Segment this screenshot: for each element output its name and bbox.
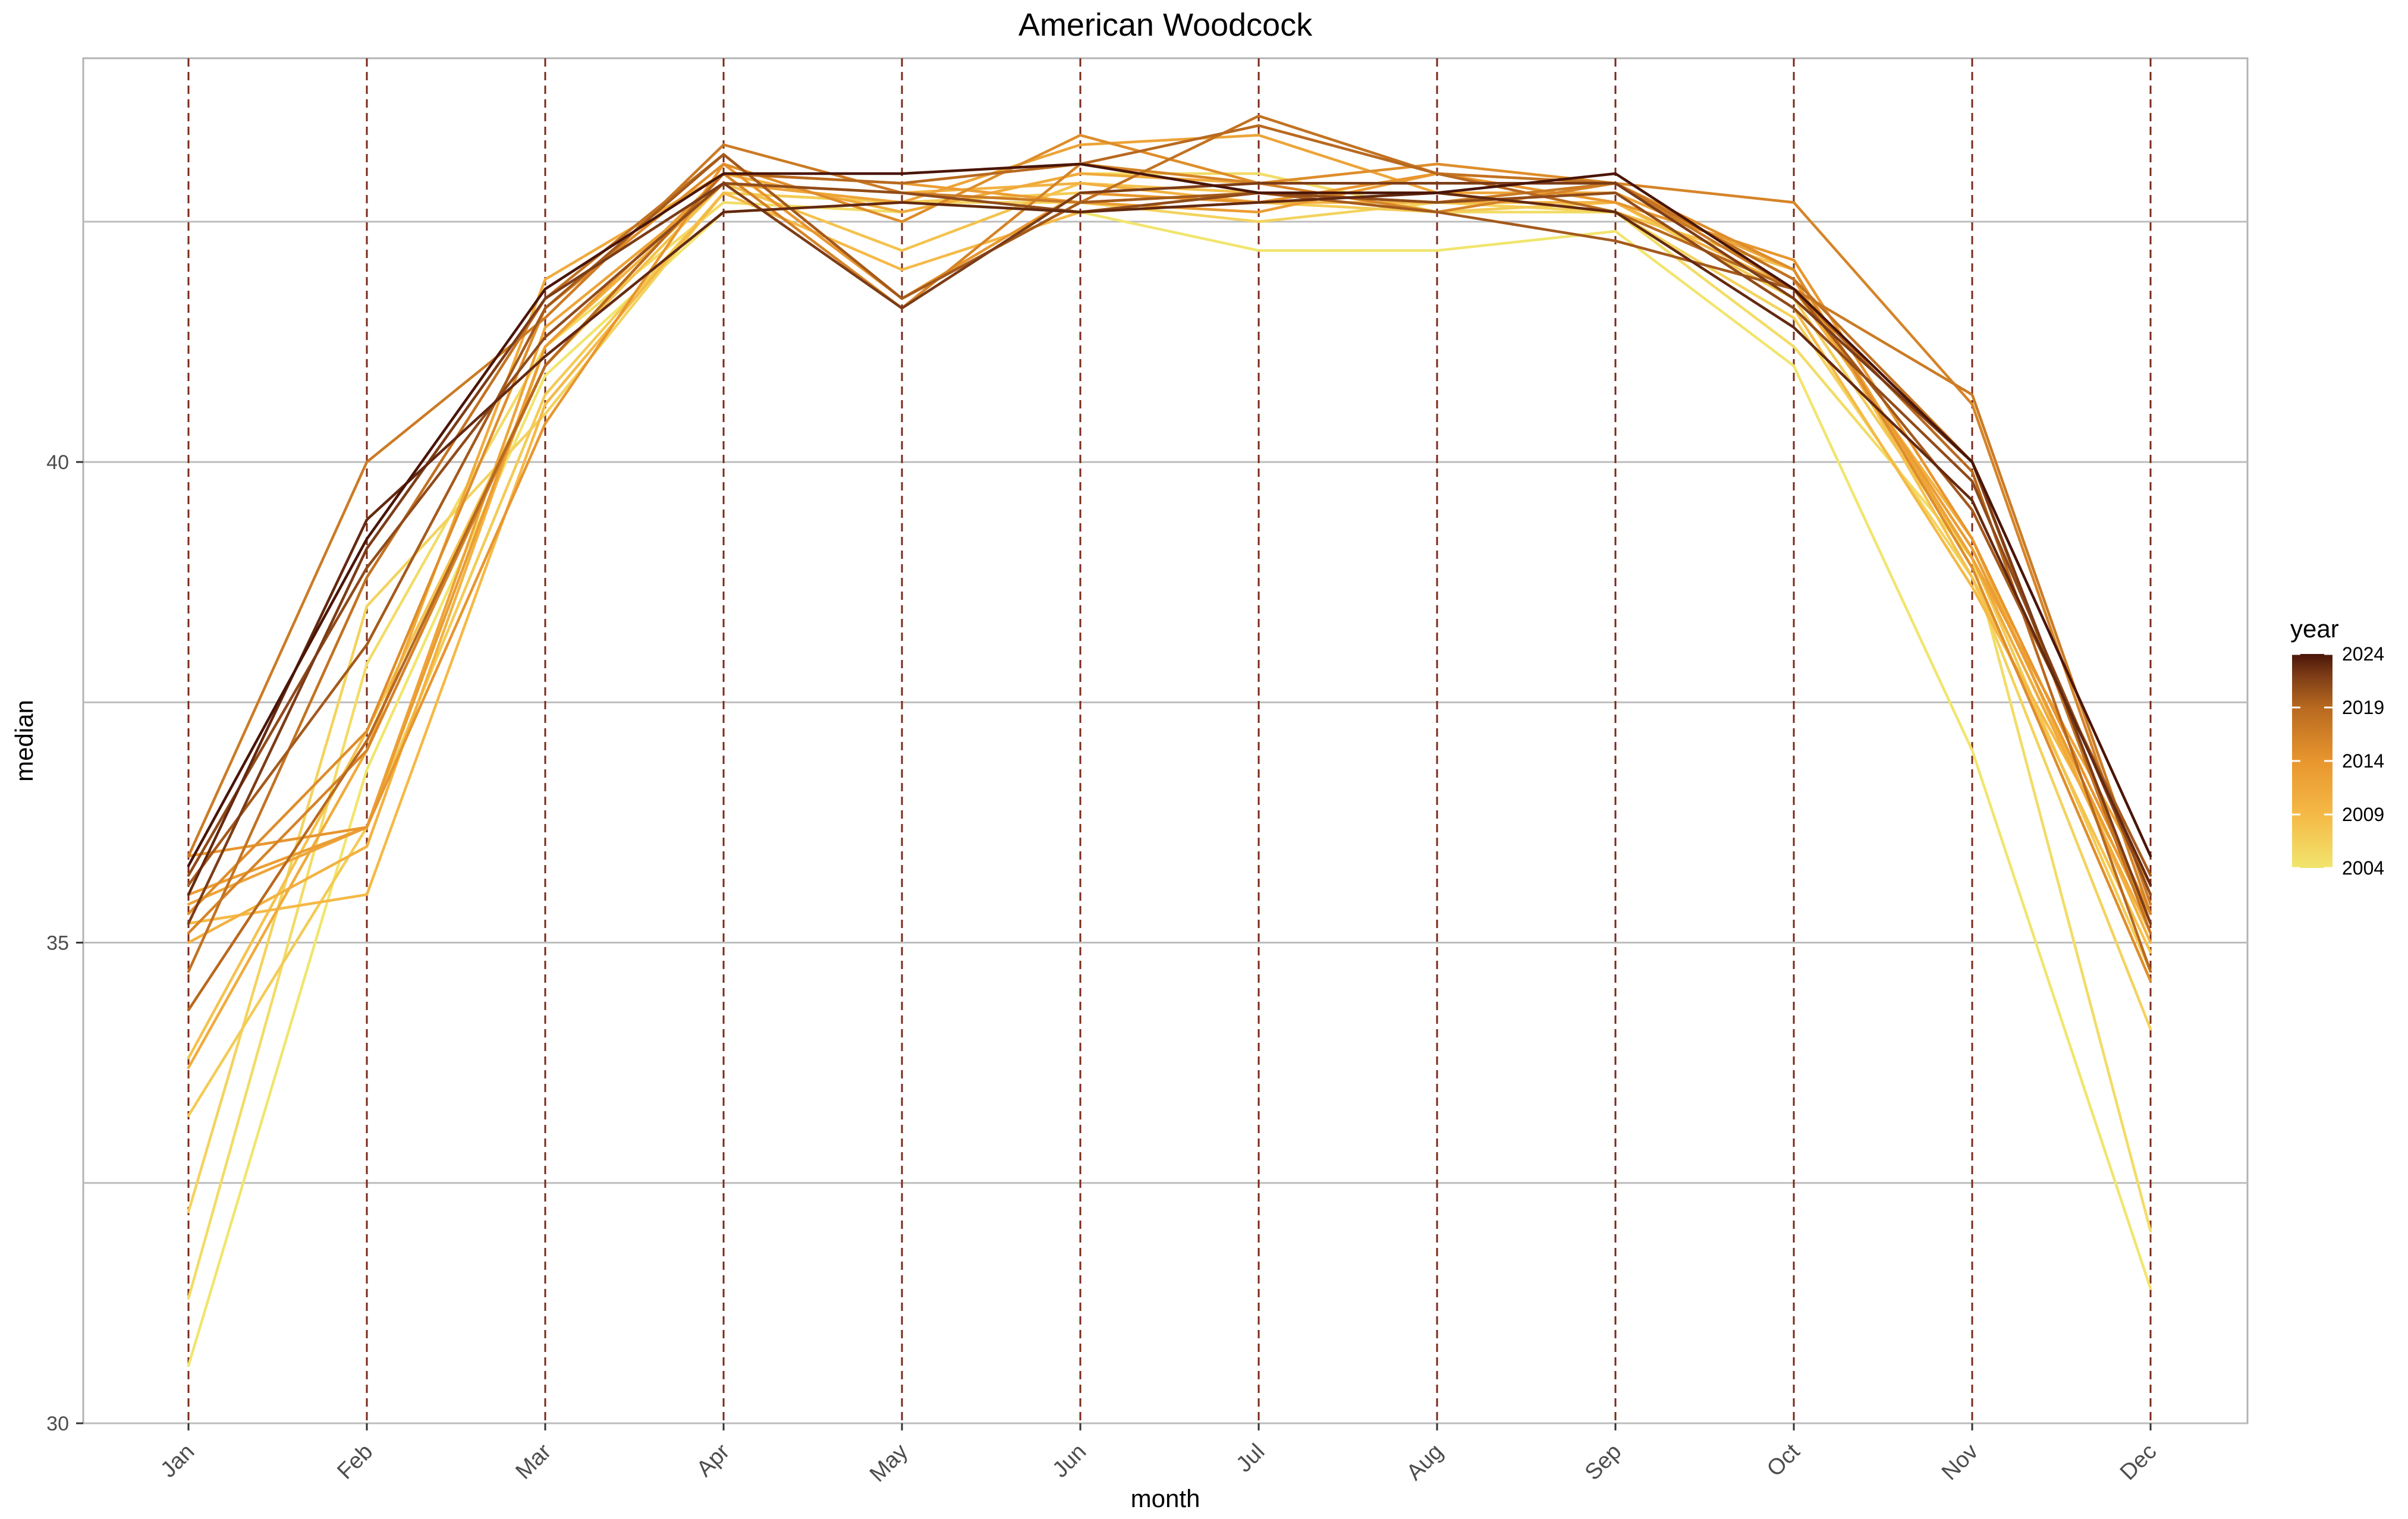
x-tick-label: Mar — [511, 1439, 556, 1484]
y-tick-label: 35 — [46, 932, 69, 955]
legend-title: year — [2290, 615, 2339, 643]
series-line-2024 — [187, 162, 2152, 867]
chart-title: American Woodcock — [1018, 7, 1313, 43]
legend-ticks: 2004 2009 2014 2019 2024 — [2292, 643, 2384, 879]
legend: year 2004 2009 2014 2019 2024 — [2290, 615, 2384, 879]
y-tick-label: 40 — [46, 451, 69, 474]
series-line-2021 — [187, 181, 2152, 896]
x-axis-ticks: Jan Feb Mar Apr May Jun Jul Aug Sep Oct Nov Dec — [156, 1423, 2161, 1487]
x-tick-label: Sep — [1580, 1439, 1627, 1486]
x-tick-label: Feb — [332, 1439, 378, 1485]
y-axis-label: median — [10, 700, 38, 782]
x-axis-label: month — [1131, 1485, 1200, 1512]
legend-tick-label: 2019 — [2342, 697, 2384, 718]
plot-panel — [82, 57, 2249, 1424]
x-tick-label: Oct — [1762, 1439, 1805, 1482]
x-tick-label: Nov — [1937, 1439, 1983, 1485]
month-reference-lines — [187, 58, 2152, 1423]
series-line-2022 — [187, 181, 2152, 925]
legend-tick-label: 2014 — [2342, 750, 2384, 772]
series-line-2018 — [187, 114, 2152, 973]
x-tick-label: Jan — [156, 1439, 199, 1483]
grid-lines — [83, 221, 2247, 1424]
x-tick-label: Aug — [1402, 1439, 1448, 1486]
legend-tick-label: 2009 — [2342, 804, 2384, 825]
legend-tick-label: 2024 — [2342, 643, 2384, 665]
y-axis-ticks: 30 35 40 — [46, 451, 83, 1435]
series-lines — [187, 114, 2152, 1367]
y-tick-label: 30 — [46, 1413, 69, 1435]
legend-tick-label: 2004 — [2342, 857, 2384, 879]
x-tick-label: Apr — [692, 1439, 735, 1482]
x-tick-label: Jul — [1231, 1439, 1269, 1477]
x-tick-label: Dec — [2115, 1439, 2161, 1485]
x-tick-label: Jun — [1048, 1439, 1091, 1483]
x-tick-label: May — [865, 1439, 913, 1487]
series-line-2006 — [187, 191, 2152, 1213]
series-line-2004 — [187, 201, 2152, 1367]
series-line-2023 — [187, 191, 2152, 896]
